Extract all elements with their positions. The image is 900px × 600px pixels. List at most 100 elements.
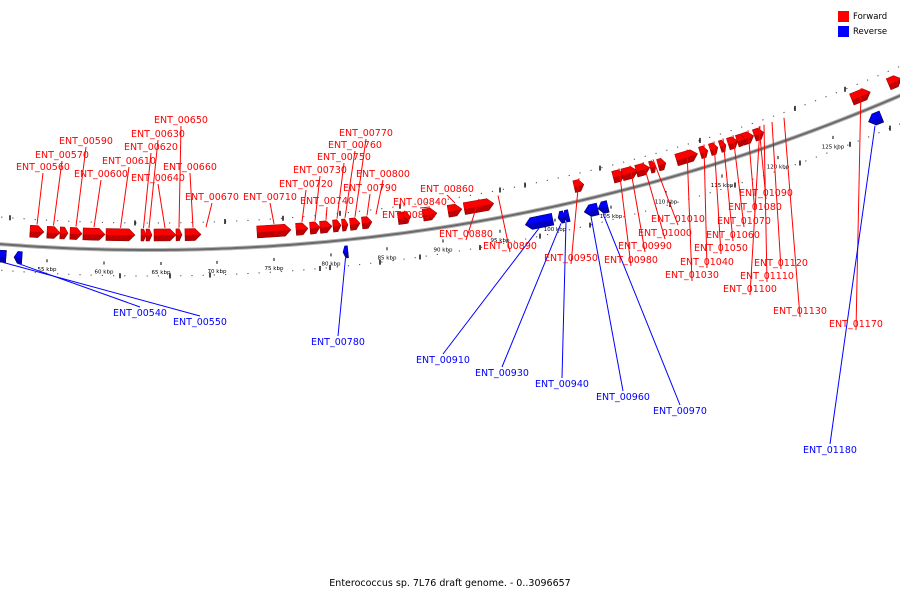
gene-label-ent-01060: ENT_01060 xyxy=(706,230,760,241)
gene-label-ent-00630: ENT_00630 xyxy=(131,129,185,140)
gene-label-ent-00790: ENT_00790 xyxy=(343,183,397,194)
guide-tick xyxy=(524,182,526,188)
guide-tick xyxy=(599,165,601,171)
gene-arrow-unlabeled xyxy=(656,157,667,172)
gene-label-ent-00750: ENT_00750 xyxy=(317,152,371,163)
leader-ent-00710 xyxy=(269,202,275,224)
gene-arrow-unlabeled xyxy=(735,133,746,148)
gene-arrow-ent-00860 xyxy=(446,203,463,218)
gene-label-ent-00980: ENT_00980 xyxy=(604,255,658,266)
leader-ent-00840 xyxy=(419,206,431,209)
kbp-tick-label: 100 kbp xyxy=(544,227,567,233)
leader-ent-00730 xyxy=(314,175,321,221)
gene-arrow-ent-00910 xyxy=(524,212,555,230)
gene-arrow-unlabeled xyxy=(59,226,69,240)
leader-ent-00740 xyxy=(325,206,328,220)
gene-label-ent-01170: ENT_01170 xyxy=(829,319,883,330)
leader-ent-00940 xyxy=(561,222,567,379)
gene-arrow-ent-00600 xyxy=(82,227,106,241)
leader-ent-00540 xyxy=(17,262,141,308)
gene-label-ent-00950: ENT_00950 xyxy=(544,253,598,264)
kbp-tick-label: 95 kbp xyxy=(491,238,510,244)
gene-arrow-ent-01070 xyxy=(726,136,739,151)
leader-ent-00720 xyxy=(301,189,307,222)
leader-ent-00790 xyxy=(366,193,371,216)
leader-ent-00610 xyxy=(120,166,130,228)
gene-label-ent-01120: ENT_01120 xyxy=(754,258,808,269)
gene-arrow-ent-00540 xyxy=(13,251,23,264)
guide-tick xyxy=(224,218,226,224)
gene-arrow-ent-01010 xyxy=(648,160,657,174)
leader-ent-00570 xyxy=(53,160,63,226)
gene-arrow-unlabeled xyxy=(0,249,7,263)
gene-arrow-ent-01050 xyxy=(708,142,719,156)
gene-label-ent-01000: ENT_01000 xyxy=(638,228,692,239)
gene-label-ent-00620: ENT_00620 xyxy=(124,142,178,153)
guide-tick xyxy=(539,233,541,239)
leader-ent-00970 xyxy=(602,213,681,406)
guide-tick xyxy=(699,137,701,143)
leader-ent-00860 xyxy=(446,194,456,204)
gene-label-ent-00830: ENT_00830 xyxy=(382,210,436,221)
leader-ent-00910 xyxy=(442,227,540,355)
guide-tick xyxy=(209,272,211,278)
leader-ent-01180 xyxy=(829,125,876,445)
legend-reverse: Reverse xyxy=(838,24,900,39)
gene-label-ent-00660: ENT_00660 xyxy=(163,162,217,173)
leader-ent-00760 xyxy=(344,150,356,218)
gene-arrow-ent-00740 xyxy=(319,220,333,234)
leader-ent-00600 xyxy=(93,179,102,228)
leader-ent-01130 xyxy=(783,117,801,318)
guide-tick xyxy=(134,220,136,226)
gene-label-ent-00770: ENT_00770 xyxy=(339,128,393,139)
kbp-tick-label: 125 kbp xyxy=(822,144,845,150)
legend-forward-label: Forward xyxy=(853,11,888,22)
gene-label-ent-00740: ENT_00740 xyxy=(300,196,354,207)
gene-label-ent-00890: ENT_00890 xyxy=(483,241,537,252)
gene-label-ent-01070: ENT_01070 xyxy=(717,216,771,227)
gene-arrow-ent-00760 xyxy=(341,218,349,232)
gene-arrow-ent-00650 xyxy=(175,228,183,242)
leader-ent-01040 xyxy=(703,144,708,269)
leader-ent-00960 xyxy=(590,216,624,392)
gene-arrow-ent-00790 xyxy=(361,216,373,230)
gene-arrow-ent-00560 xyxy=(29,224,45,238)
leader-ent-01120 xyxy=(771,121,782,270)
guide-tick xyxy=(889,125,891,131)
legend-reverse-label: Reverse xyxy=(853,26,888,37)
gene-label-ent-00860: ENT_00860 xyxy=(420,184,474,195)
gene-label-ent-00540: ENT_00540 xyxy=(113,308,167,319)
reverse-swatch-icon xyxy=(838,26,849,37)
gene-label-ent-01100: ENT_01100 xyxy=(723,284,777,295)
leader-ent-01010 xyxy=(652,159,679,226)
gene-arrow-ent-00880 xyxy=(462,198,495,215)
gene-label-ent-01010: ENT_01010 xyxy=(651,214,705,225)
kbp-tick-label: 105 kbp xyxy=(600,214,623,220)
forward-swatch-icon xyxy=(838,11,849,22)
gene-arrow-ent-00940 xyxy=(562,209,571,223)
gene-arrow-ent-00840 xyxy=(421,207,438,222)
gene-label-ent-01030: ENT_01030 xyxy=(665,270,719,281)
leader-ent-00650 xyxy=(178,125,182,228)
gene-label-ent-00550: ENT_00550 xyxy=(173,317,227,328)
gene-label-ent-00940: ENT_00940 xyxy=(535,379,589,390)
genome-caption: Enterococcus sp. 7L76 draft genome. - 0.… xyxy=(329,578,571,589)
kbp-tick-label: 85 kbp xyxy=(378,255,397,261)
guide-tick xyxy=(339,210,341,216)
guide-tick xyxy=(499,187,501,193)
gene-label-ent-00640: ENT_00640 xyxy=(131,173,185,184)
leader-ent-00630 xyxy=(148,139,159,229)
gene-arrow-ent-00780 xyxy=(342,245,349,259)
gene-arrow-ent-00930 xyxy=(557,210,566,224)
guide-tick xyxy=(119,273,121,279)
gene-label-ent-01080: ENT_01080 xyxy=(728,202,782,213)
gene-label-ent-00910: ENT_00910 xyxy=(416,355,470,366)
kbp-tick-label: 75 kbp xyxy=(265,266,284,272)
gene-arrow-ent-00630 xyxy=(145,228,153,242)
gene-label-ent-00780: ENT_00780 xyxy=(311,337,365,348)
leader-ent-00620 xyxy=(143,152,152,229)
guide-tick xyxy=(399,203,401,209)
gene-label-ent-01130: ENT_01130 xyxy=(773,306,827,317)
kbp-tick-label: 120 kbp xyxy=(767,164,790,170)
